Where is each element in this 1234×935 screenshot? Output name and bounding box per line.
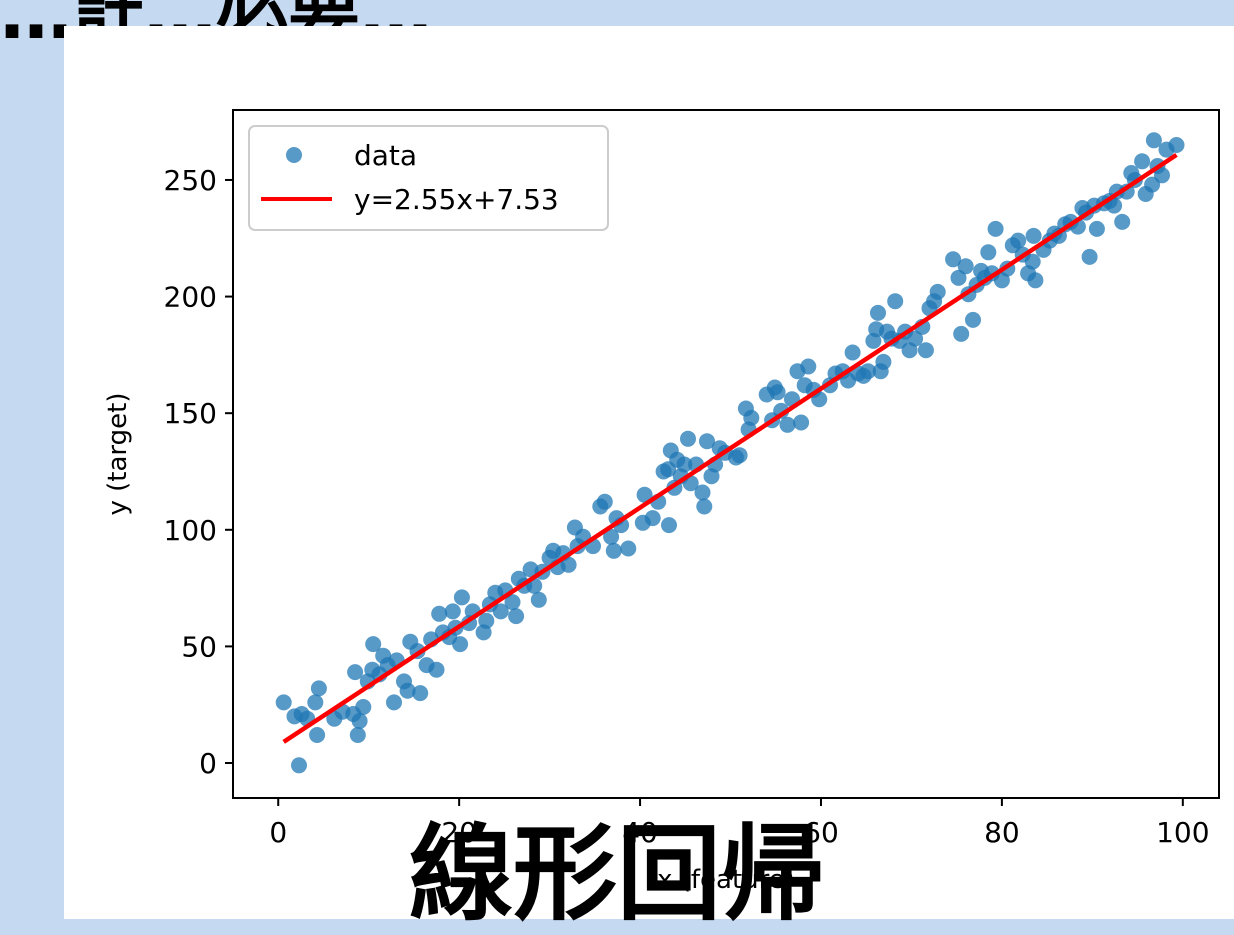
data-point (478, 612, 495, 629)
data-point (644, 510, 661, 527)
legend-data-marker (286, 147, 302, 163)
data-point (428, 661, 445, 678)
data-point (444, 603, 461, 620)
axes-frame (232, 109, 1220, 799)
data-point (605, 542, 622, 559)
data-point (1027, 272, 1044, 289)
data-point (676, 456, 693, 473)
data-point (291, 757, 307, 774)
y-tick-label: 50 (181, 630, 217, 663)
data-point (1154, 167, 1170, 184)
data-point (1010, 232, 1027, 249)
data-point (769, 384, 786, 401)
data-point (1081, 248, 1098, 265)
data-point (870, 304, 886, 321)
chart-panel: 0 20 40 60 80 100 0 50 100 150 200 250 x (feature) … (64, 26, 1234, 919)
data-point (696, 498, 713, 515)
legend-box (248, 125, 609, 231)
data-point (1088, 220, 1105, 237)
axis-ticks: 0 20 40 60 80 100 0 50 100 150 200 250 (164, 164, 1210, 849)
data-point (355, 699, 372, 715)
y-tick-label: 150 (164, 397, 217, 430)
data-point (980, 244, 997, 261)
data-point (412, 685, 429, 702)
data-point (560, 556, 577, 573)
data-point (779, 416, 796, 433)
data-point (929, 283, 946, 300)
data-point (875, 353, 892, 370)
data-point (793, 414, 810, 431)
x-tick-label: 20 (441, 816, 477, 849)
data-point (636, 486, 653, 503)
data-point (365, 636, 382, 653)
data-point (399, 682, 416, 699)
data-point (309, 727, 326, 743)
data-point (1145, 132, 1162, 149)
data-point (349, 727, 366, 743)
data-point (504, 594, 521, 611)
data-point (860, 363, 876, 380)
data-point (620, 540, 637, 557)
data-point (957, 258, 974, 275)
data-point (1134, 153, 1151, 170)
data-point (811, 391, 828, 408)
data-point (603, 528, 620, 545)
data-point (431, 605, 448, 622)
y-tick-label: 0 (199, 747, 217, 780)
data-point (347, 664, 364, 681)
data-point (953, 325, 970, 342)
data-point (694, 484, 711, 501)
data-point (275, 694, 292, 711)
data-point (310, 680, 327, 697)
data-point (452, 636, 469, 653)
data-point (731, 447, 748, 464)
data-point (945, 251, 962, 268)
y-tick-label: 250 (164, 164, 217, 197)
data-point (1168, 137, 1185, 153)
data-point (699, 433, 715, 450)
data-point (917, 342, 934, 359)
data-point (530, 591, 547, 608)
data-point (351, 713, 368, 729)
legend-entry-data: data (354, 139, 417, 172)
data-point (508, 608, 525, 625)
y-axis-label: y (target) (103, 393, 133, 516)
data-point (307, 694, 324, 711)
data-point (1024, 253, 1041, 270)
x-axis-label: x (feature) (657, 865, 795, 895)
x-tick-label: 100 (1156, 816, 1209, 849)
data-point (386, 694, 402, 711)
regression-line (282, 153, 1178, 744)
data-point (965, 311, 981, 328)
data-point (661, 517, 677, 534)
data-point (492, 603, 509, 620)
data-point (950, 269, 967, 286)
data-point (987, 220, 1004, 237)
data-point (1025, 227, 1042, 244)
chart-legend: data y=2.55x+7.53 (248, 125, 609, 231)
data-point (1106, 197, 1123, 214)
data-point (800, 358, 817, 375)
y-tick-label: 100 (164, 514, 217, 547)
data-point (680, 430, 696, 447)
x-tick-label: 40 (622, 816, 658, 849)
data-point (907, 330, 924, 347)
x-tick-label: 60 (803, 816, 839, 849)
slide-title: 線形回帰 (408, 813, 825, 935)
data-point (1114, 213, 1131, 230)
data-point (743, 409, 760, 426)
legend-entry-fit-line: y=2.55x+7.53 (354, 183, 559, 216)
chart-marks (275, 132, 1185, 774)
data-point (887, 293, 904, 310)
y-tick-label: 200 (164, 281, 217, 314)
x-tick-label: 0 (269, 816, 287, 849)
data-point (596, 493, 613, 510)
data-point (844, 344, 861, 361)
data-point (453, 589, 470, 606)
x-tick-label: 80 (984, 816, 1020, 849)
